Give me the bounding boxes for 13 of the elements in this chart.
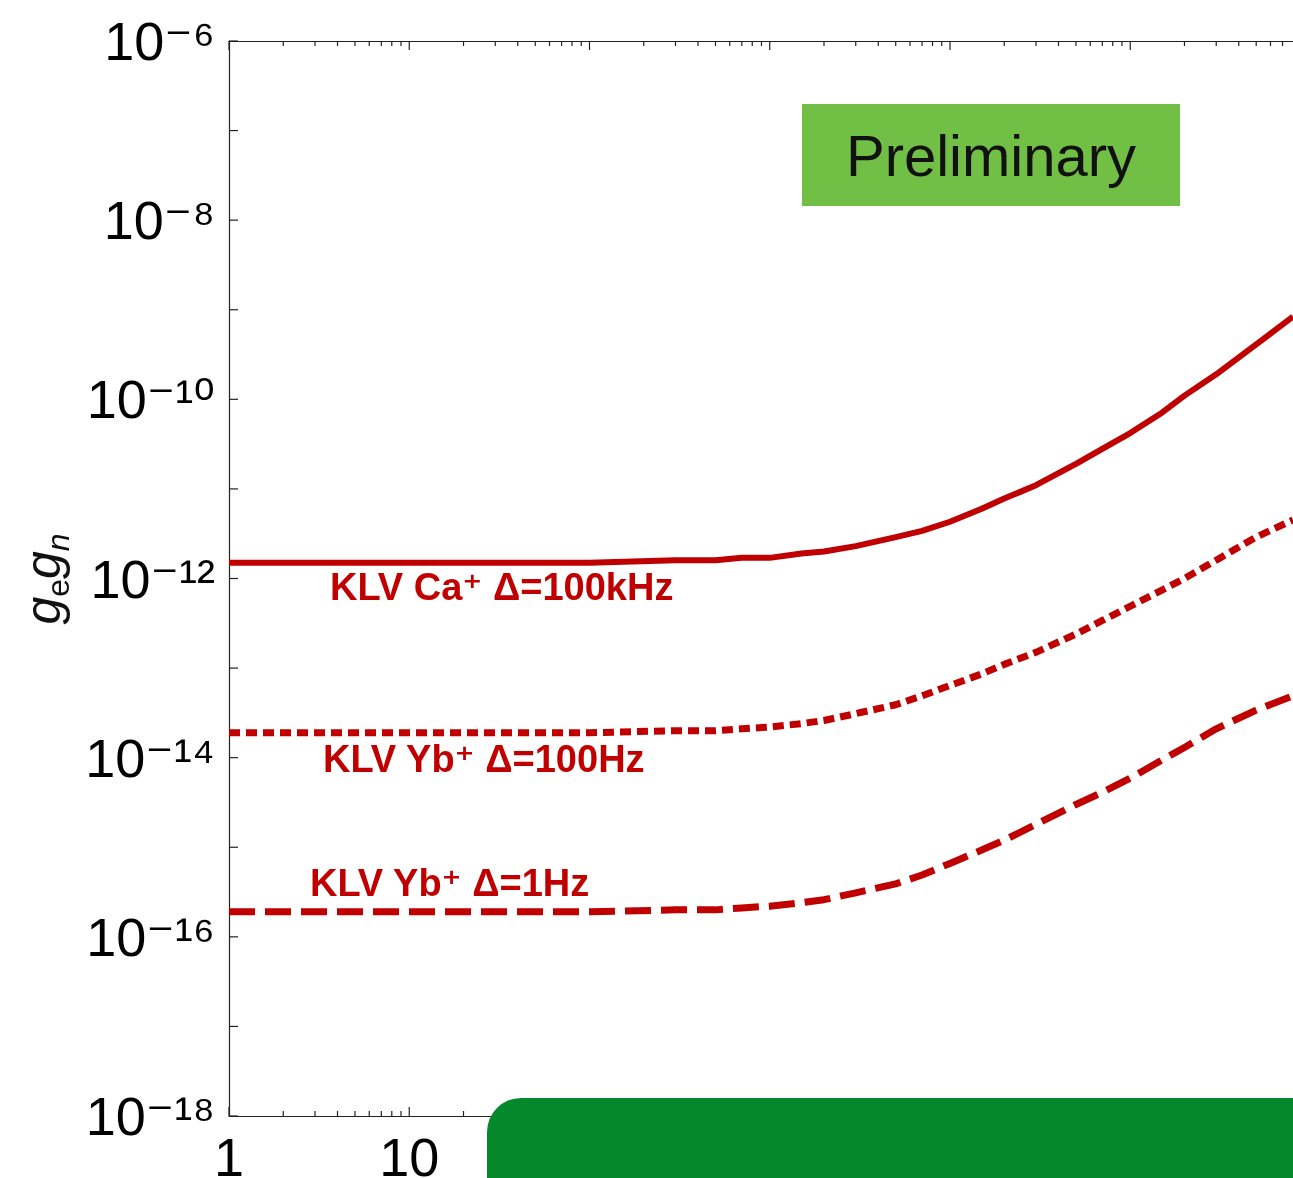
y-tick-label: 10⁻¹⁶ xyxy=(86,906,215,967)
series-label: KLV Yb⁺ Δ=1Hz xyxy=(310,861,590,904)
y-tick-label: 10⁻⁶ xyxy=(104,11,215,71)
y-tick-label: 10⁻¹⁰ xyxy=(86,369,215,430)
annotation: Preliminary xyxy=(845,122,1137,188)
series-label: KLV Yb⁺ Δ=100Hz xyxy=(323,737,645,780)
x-tick-label: 1 xyxy=(213,1127,245,1178)
x-tick-label: 10 xyxy=(379,1127,440,1178)
y-tick-label: 10⁻¹² xyxy=(90,548,215,609)
y-tick-label: 10⁻¹⁴ xyxy=(85,727,215,788)
y-tick-label: 10⁻⁸ xyxy=(103,190,215,251)
series-label: KLV Ca⁺ Δ=100kHz xyxy=(330,565,674,608)
y-tick-label: 10⁻¹⁸ xyxy=(85,1086,215,1146)
